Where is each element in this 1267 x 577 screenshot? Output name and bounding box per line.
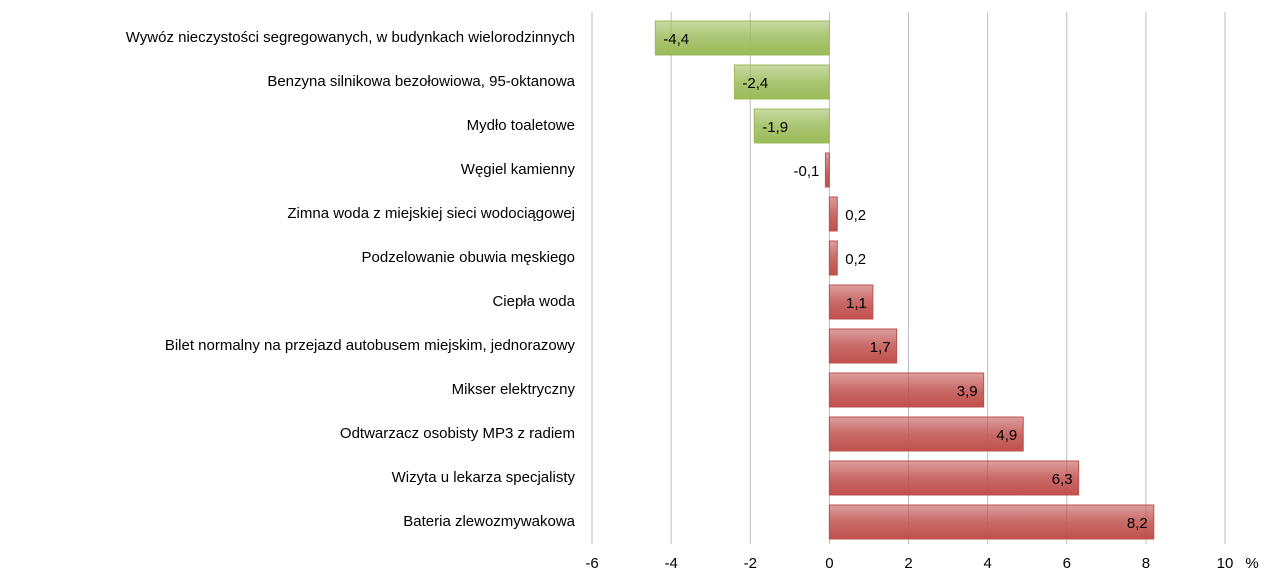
x-tick-label: -2: [744, 555, 757, 572]
category-label: Bateria zlewozmywakowa: [403, 513, 575, 530]
bar: [733, 64, 830, 100]
value-label: 1,7: [870, 339, 891, 356]
bar: [828, 240, 838, 276]
category-label: Odtwarzacz osobisty MP3 z radiem: [340, 425, 575, 442]
category-label: Ciepła woda: [492, 293, 575, 310]
value-label: -4,4: [663, 31, 689, 48]
x-tick-label: 8: [1142, 555, 1150, 572]
x-tick-label: 2: [904, 555, 912, 572]
category-label: Mikser elektryczny: [452, 381, 576, 398]
x-axis-label: %: [1245, 555, 1258, 572]
bar: [828, 372, 985, 408]
value-label: 8,2: [1127, 515, 1148, 532]
bar: [654, 20, 830, 56]
value-label: 1,1: [846, 295, 867, 312]
bar: [828, 504, 1155, 540]
value-label: 0,2: [845, 251, 866, 268]
value-label: -1,9: [762, 119, 788, 136]
category-label: Wizyta u lekarza specjalisty: [392, 469, 576, 486]
bar: [824, 152, 830, 188]
category-label: Wywóz nieczystości segregowanych, w budy…: [126, 29, 575, 46]
x-tick-label: 10: [1217, 555, 1234, 572]
x-tick-label: 4: [983, 555, 991, 572]
bar: [828, 328, 898, 364]
bar: [828, 196, 838, 232]
value-label: -2,4: [742, 75, 768, 92]
x-tick-label: 0: [825, 555, 833, 572]
category-label: Bilet normalny na przejazd autobusem mie…: [165, 337, 576, 354]
x-tick-label: -6: [585, 555, 598, 572]
bar: [828, 416, 1024, 452]
category-label: Podzelowanie obuwia męskiego: [362, 249, 575, 266]
x-tick-label: 6: [1063, 555, 1071, 572]
value-label: 0,2: [845, 207, 866, 224]
value-label: -0,1: [794, 163, 820, 180]
x-tick-label: -4: [664, 555, 677, 572]
value-label: 4,9: [996, 427, 1017, 444]
bar: [828, 284, 874, 320]
value-label: 6,3: [1052, 471, 1073, 488]
category-label: Węgiel kamienny: [461, 161, 576, 178]
value-label: 3,9: [957, 383, 978, 400]
category-label: Benzyna silnikowa bezołowiowa, 95-oktano…: [267, 73, 575, 90]
bar: [828, 460, 1080, 496]
category-label: Mydło toaletowe: [467, 117, 575, 134]
category-label: Zimna woda z miejskiej sieci wodociągowe…: [287, 205, 575, 222]
bar: [753, 108, 830, 144]
